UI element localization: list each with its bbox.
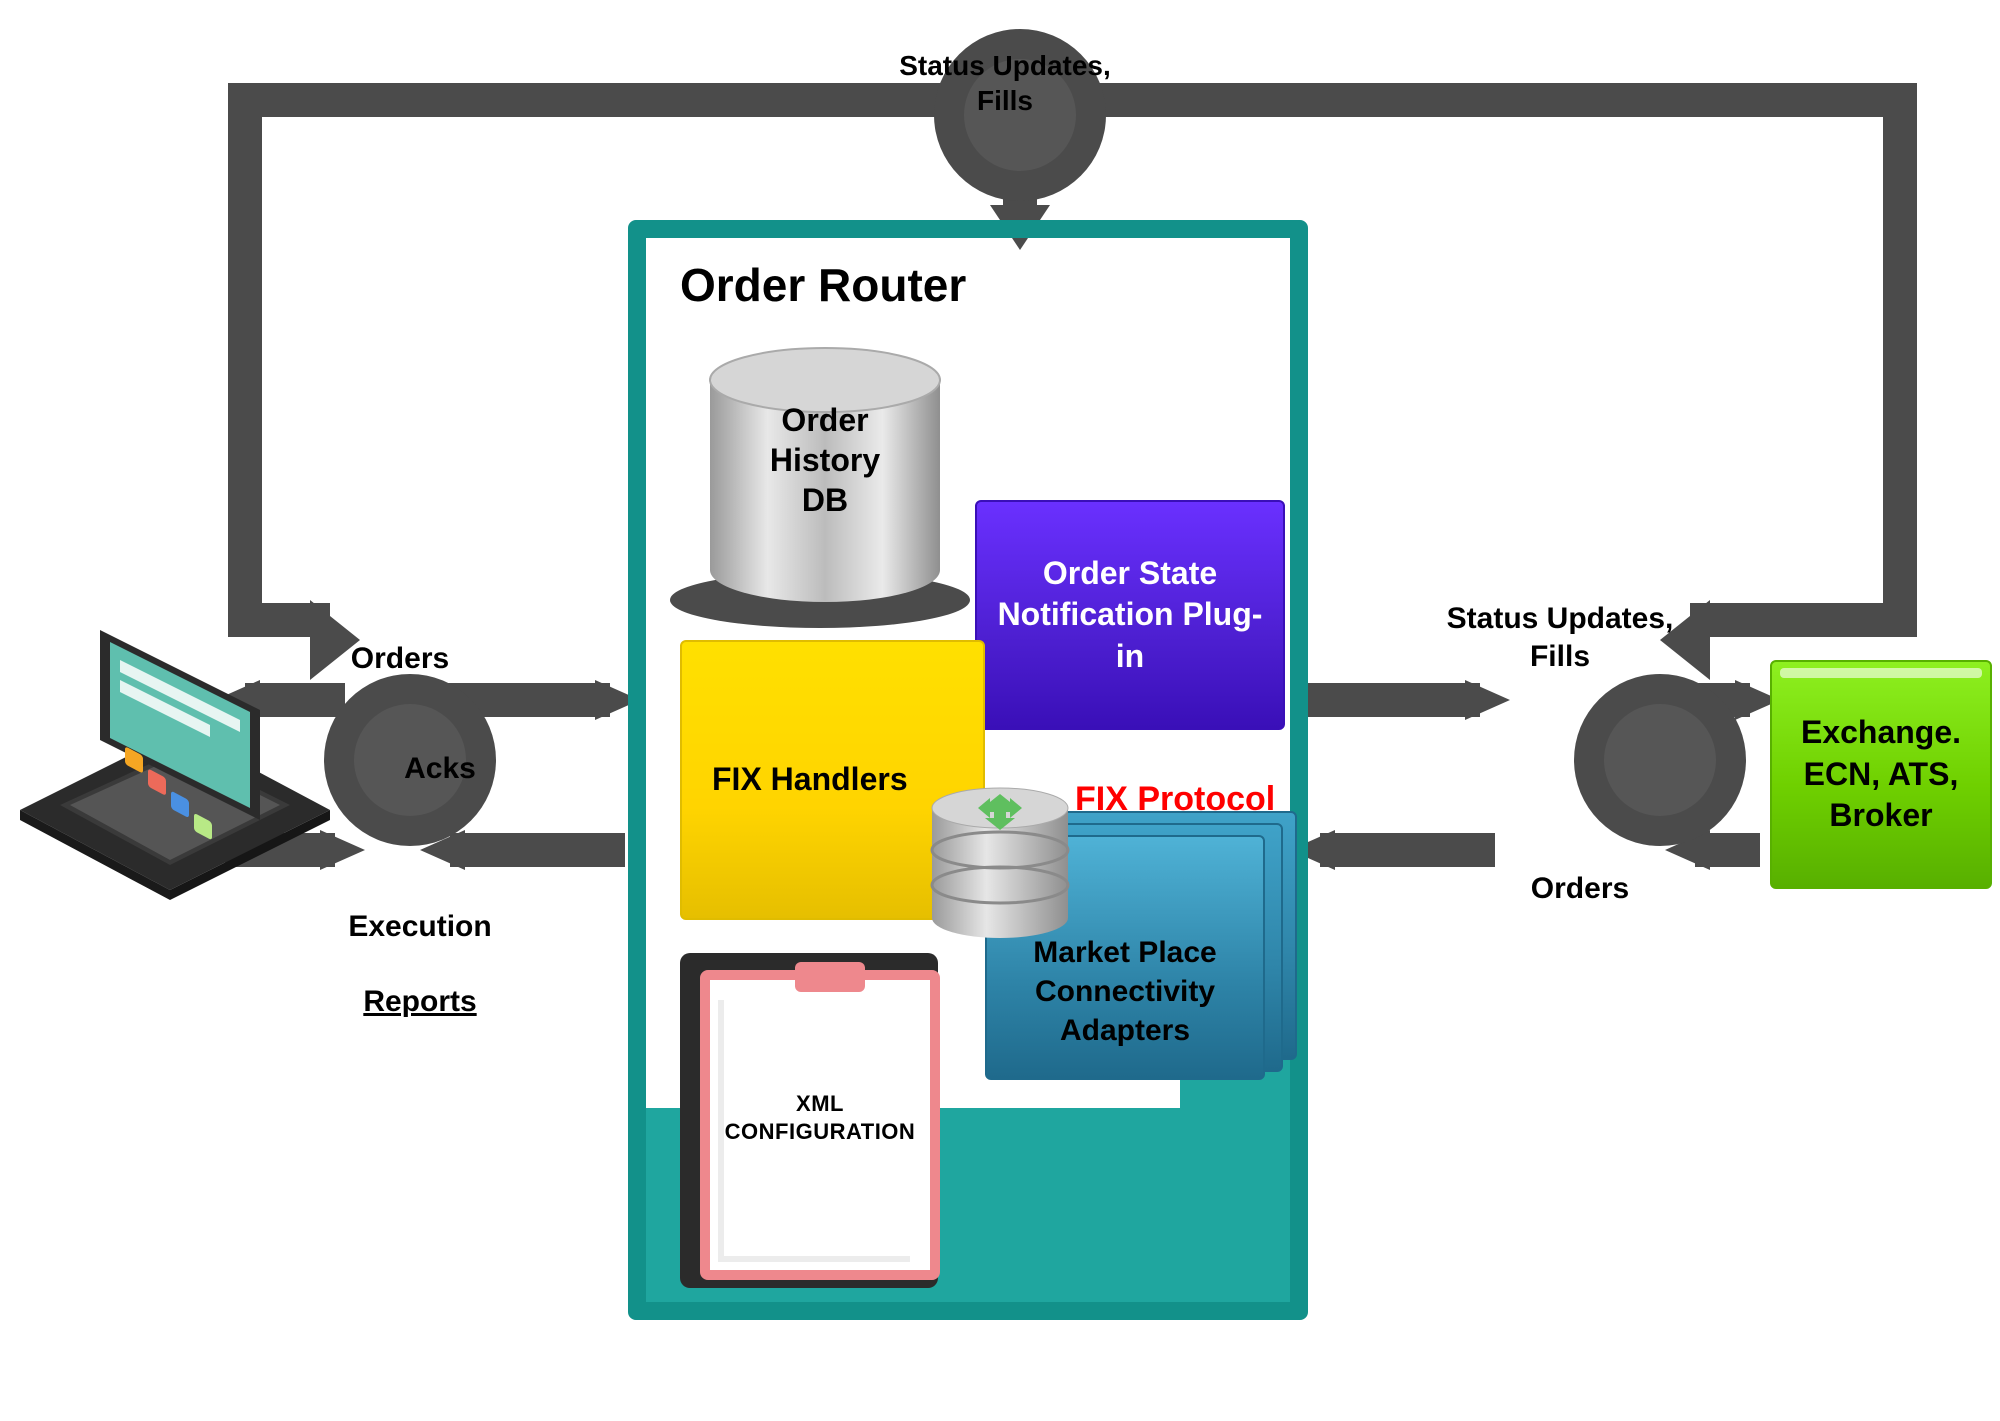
label-left-exec: Execution Reports [320,870,520,1020]
exchange-box: Exchange. ECN, ATS, Broker [1770,660,1992,889]
fix-protocol-label: FIX Protocol [1075,780,1275,819]
label-left-exec-line2: Reports [363,985,476,1018]
order-state-plugin-box: Order State Notification Plug-in [975,500,1285,730]
order-history-db-label: Order History DB [700,400,950,520]
hub-right [1574,674,1746,846]
label-right-orders: Orders [1500,870,1660,908]
xml-config-clipboard: XML CONFIGURATION [700,970,940,1280]
label-right-status: Status Updates, Fills [1420,600,1700,675]
diagram-stage: Status Updates, Fills Orders Acks Execut… [0,0,2000,1421]
fix-handlers-label: FIX Handlers [712,759,908,801]
order-state-plugin-label: Order State Notification Plug-in [985,553,1275,678]
label-left-acks: Acks [380,750,500,788]
xml-config-clip-icon [795,962,865,992]
adapters-label: Market Place Connectivity Adapters [995,933,1255,1050]
exchange-highlight [1780,668,1982,678]
router-device-icon [920,780,1080,950]
label-top-hub: Status Updates, Fills [870,48,1140,118]
xml-config-label: XML CONFIGURATION [710,1090,930,1145]
label-left-exec-line1: Execution [348,910,491,943]
label-left-orders: Orders [325,640,475,678]
order-router-title: Order Router [680,258,966,312]
laptop-icon [10,620,340,900]
exchange-label: Exchange. ECN, ATS, Broker [1772,712,1990,837]
